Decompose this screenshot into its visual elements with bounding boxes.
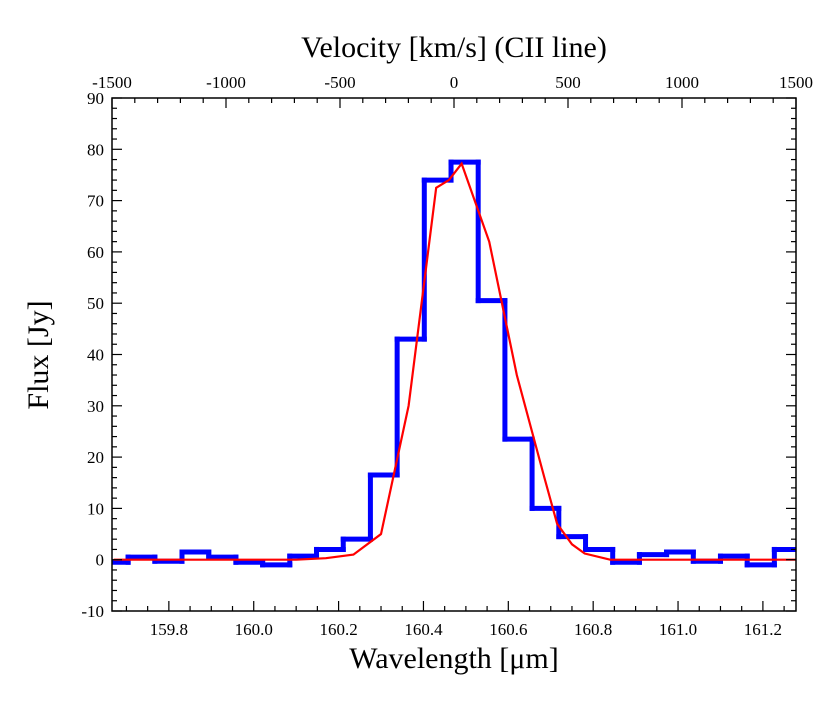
- x-tick-label: 161.0: [659, 620, 697, 639]
- x-tick-label: 161.2: [744, 620, 782, 639]
- x-axis-label: Wavelength [μm]: [349, 642, 558, 675]
- x-tick-label: 160.0: [235, 620, 273, 639]
- y-tick-label: 10: [87, 499, 104, 518]
- plot-area: [112, 159, 796, 568]
- y-tick-label: -10: [81, 602, 104, 621]
- y-tick-label: 20: [87, 448, 104, 467]
- x2-tick-label: 500: [555, 73, 581, 92]
- x2-tick-label: -1500: [92, 73, 132, 92]
- y-tick-label: 50: [87, 294, 104, 313]
- y-axis-label: Flux [Jy]: [22, 300, 55, 409]
- x2-tick-label: 1500: [779, 73, 813, 92]
- x-tick-label: 160.6: [489, 620, 527, 639]
- x2-tick-label: 1000: [665, 73, 699, 92]
- y-tick-label: 40: [87, 346, 104, 365]
- x2-tick-label: -500: [324, 73, 355, 92]
- y-tick-label: 60: [87, 243, 104, 262]
- x2-tick-label: -1000: [206, 73, 246, 92]
- x-tick-label: 160.8: [574, 620, 612, 639]
- x-tick-label: 160.4: [404, 620, 443, 639]
- x-tick-label: 160.2: [319, 620, 357, 639]
- x-tick-label: 159.8: [150, 620, 188, 639]
- y-tick-label: 30: [87, 397, 104, 416]
- y-tick-label: 0: [96, 551, 105, 570]
- y-tick-label: 90: [87, 89, 104, 108]
- model-line: [113, 161, 796, 561]
- x2-axis-label: Velocity [km/s] (CII line): [301, 31, 607, 64]
- y-tick-label: 80: [87, 140, 104, 159]
- y-tick-label: 70: [87, 192, 104, 211]
- x2-tick-label: 0: [450, 73, 459, 92]
